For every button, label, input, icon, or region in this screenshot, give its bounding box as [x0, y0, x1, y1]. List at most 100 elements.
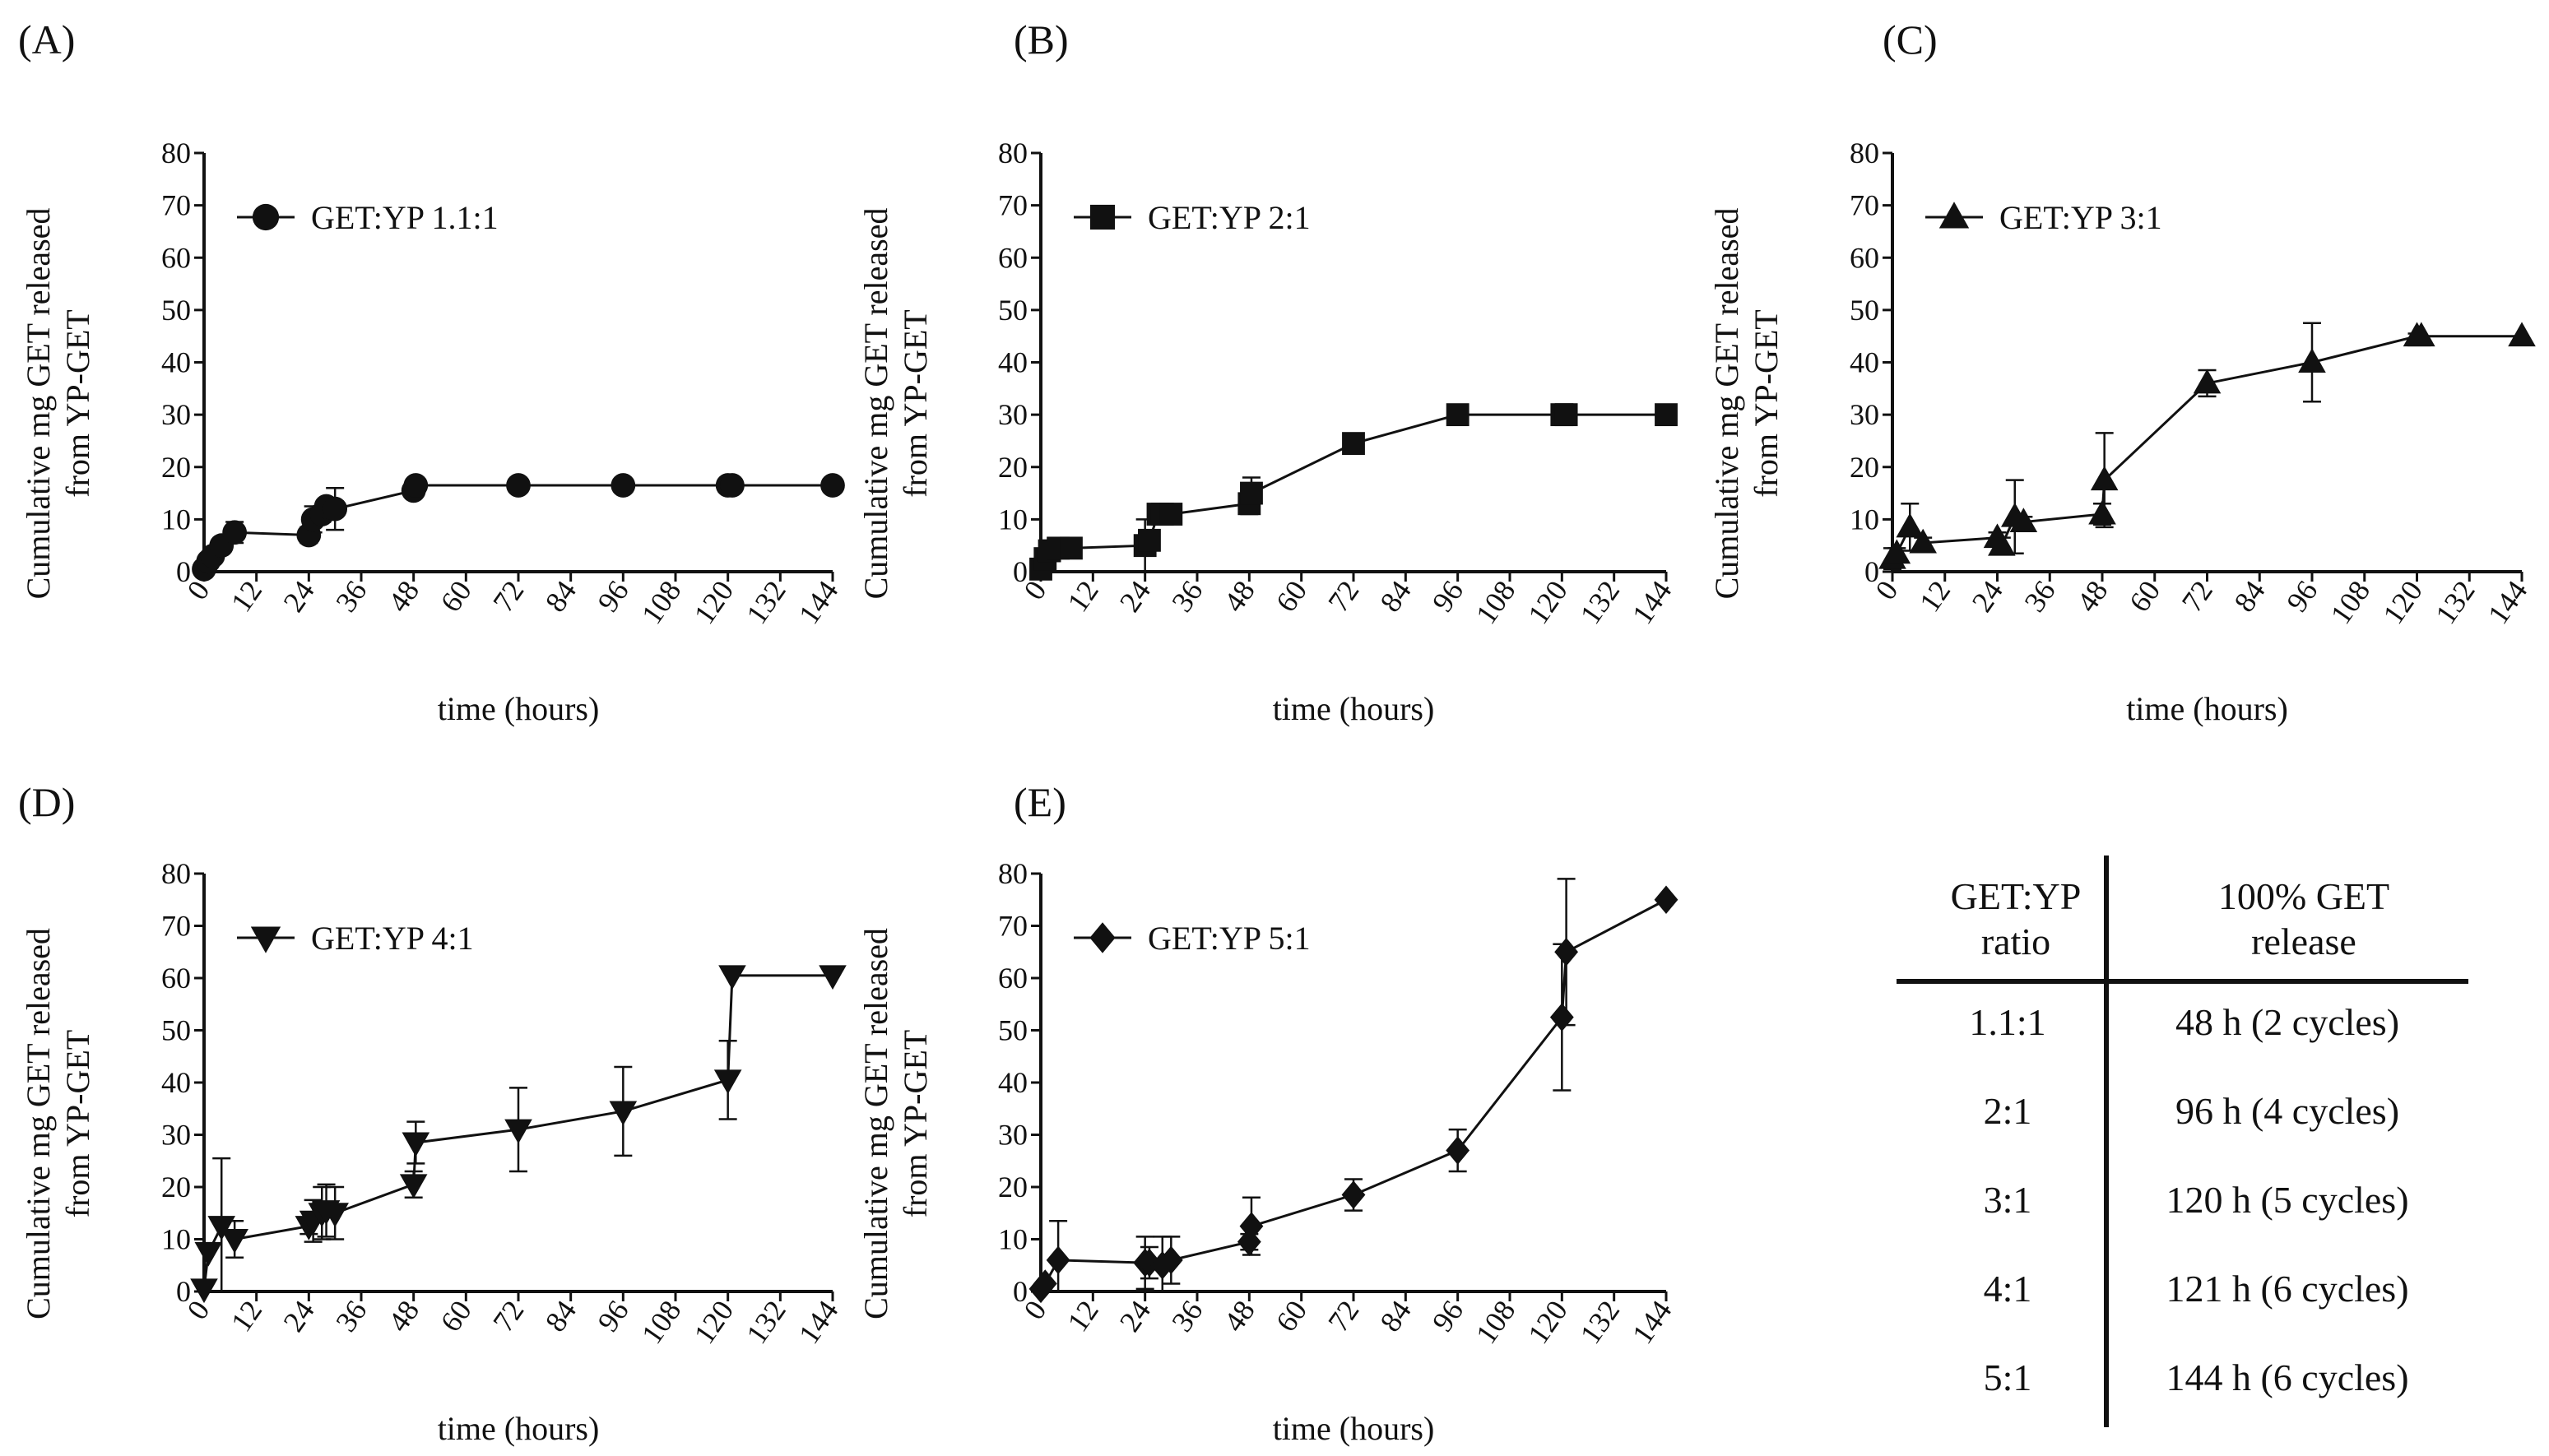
- y-tick-label: 70: [161, 910, 191, 943]
- y-axis-title: from YP-GET: [897, 309, 934, 497]
- table-header-ratio-line1: GET:YP: [1951, 875, 2082, 917]
- y-tick-label: 50: [161, 294, 191, 327]
- legend-marker: [1089, 204, 1116, 230]
- data-point: [720, 473, 745, 498]
- data-point: [1046, 1245, 1070, 1275]
- panel-label: (C): [1883, 16, 1938, 63]
- x-tick-label: 84: [1373, 575, 1417, 618]
- x-tick-label: 60: [1270, 1295, 1313, 1338]
- x-tick-label: 108: [2324, 575, 2377, 630]
- x-axis-title: time (hours): [1273, 1410, 1435, 1447]
- data-point: [1033, 1269, 1057, 1298]
- x-tick-label: 36: [329, 575, 373, 618]
- x-tick-label: 48: [382, 575, 425, 618]
- panel-label: (E): [1014, 779, 1066, 825]
- legend-marker: [252, 203, 280, 231]
- y-tick-label: 30: [161, 398, 191, 431]
- x-tick-label: 12: [225, 575, 268, 618]
- x-tick-label: 36: [329, 1295, 373, 1338]
- table-row-release: 96 h (4 cycles): [2175, 1090, 2399, 1132]
- data-point: [611, 473, 636, 498]
- legend-label: GET:YP 2:1: [1148, 199, 1311, 236]
- y-tick-label: 0: [1013, 555, 1028, 588]
- x-tick-label: 0: [180, 1295, 216, 1326]
- y-tick-label: 10: [161, 503, 191, 536]
- x-tick-label: 48: [382, 1295, 425, 1338]
- x-tick-label: 0: [1869, 575, 1904, 606]
- y-tick-label: 60: [998, 962, 1028, 995]
- data-point: [1240, 481, 1263, 505]
- x-tick-label: 60: [434, 1295, 477, 1338]
- x-tick-label: 144: [792, 1295, 845, 1350]
- y-tick-label: 30: [161, 1119, 191, 1152]
- table-header-ratio-line2: ratio: [1981, 920, 2050, 962]
- data-point: [1883, 539, 1911, 564]
- x-tick-label: 108: [635, 575, 688, 630]
- y-tick-label: 20: [1850, 451, 1879, 484]
- data-point: [1446, 1136, 1470, 1165]
- panel-label: (B): [1014, 16, 1069, 63]
- y-tick-label: 0: [176, 1275, 191, 1308]
- table-row-ratio: 5:1: [1984, 1356, 2032, 1398]
- y-tick-label: 80: [161, 137, 191, 169]
- x-tick-label: 108: [1470, 1295, 1522, 1350]
- data-point: [323, 496, 348, 522]
- x-tick-label: 144: [792, 575, 845, 630]
- data-point: [1342, 432, 1365, 456]
- legend-label: GET:YP 4:1: [311, 920, 474, 957]
- table-row-ratio: 2:1: [1984, 1090, 2032, 1132]
- x-tick-label: 84: [2227, 575, 2271, 618]
- table-row-ratio: 1.1:1: [1969, 1001, 2045, 1043]
- x-tick-label: 132: [2429, 575, 2482, 630]
- x-tick-label: 132: [1573, 575, 1626, 630]
- y-tick-label: 80: [998, 137, 1028, 169]
- x-tick-label: 12: [1061, 575, 1104, 618]
- x-tick-label: 84: [539, 1295, 583, 1338]
- y-tick-label: 70: [998, 189, 1028, 222]
- table-row-release: 120 h (5 cycles): [2166, 1179, 2408, 1221]
- data-point: [402, 1132, 430, 1157]
- x-tick-label: 72: [486, 1295, 530, 1338]
- x-tick-label: 84: [539, 575, 583, 618]
- x-tick-label: 24: [1113, 1295, 1157, 1338]
- y-axis-title: Cumulative mg GET released: [1708, 208, 1745, 600]
- data-point: [2088, 499, 2116, 525]
- data-point: [1138, 528, 1161, 552]
- x-tick-label: 12: [225, 1295, 268, 1338]
- y-tick-label: 60: [998, 241, 1028, 274]
- data-point: [222, 520, 248, 545]
- y-tick-label: 80: [161, 857, 191, 890]
- y-tick-label: 80: [1850, 137, 1879, 169]
- y-axis-title: from YP-GET: [59, 1030, 96, 1217]
- x-tick-label: 96: [591, 575, 634, 618]
- legend-label: GET:YP 1.1:1: [311, 199, 499, 236]
- legend-label: GET:YP 5:1: [1148, 920, 1311, 957]
- y-tick-label: 70: [1850, 189, 1879, 222]
- data-point: [1896, 512, 1925, 538]
- x-tick-label: 144: [2482, 575, 2534, 630]
- table-row-release: 121 h (6 cycles): [2166, 1268, 2408, 1310]
- x-tick-label: 132: [740, 575, 792, 630]
- data-point: [194, 1241, 223, 1267]
- data-point: [1060, 536, 1083, 560]
- x-tick-label: 96: [1426, 1295, 1470, 1338]
- table-row-ratio: 4:1: [1984, 1268, 2032, 1310]
- panel-label: (A): [18, 16, 75, 63]
- x-tick-label: 120: [2376, 575, 2429, 630]
- data-point: [403, 473, 429, 498]
- data-point: [2508, 322, 2536, 347]
- x-axis-title: time (hours): [438, 1410, 600, 1447]
- x-tick-label: 24: [1113, 575, 1157, 618]
- series-line: [1039, 898, 1667, 1290]
- table-row-release: 48 h (2 cycles): [2175, 1001, 2399, 1043]
- data-point: [2009, 508, 2038, 533]
- x-axis-title: time (hours): [1273, 690, 1435, 727]
- data-point: [1446, 403, 1470, 427]
- y-tick-label: 20: [998, 451, 1028, 484]
- data-point: [2090, 466, 2119, 491]
- y-tick-label: 70: [998, 910, 1028, 943]
